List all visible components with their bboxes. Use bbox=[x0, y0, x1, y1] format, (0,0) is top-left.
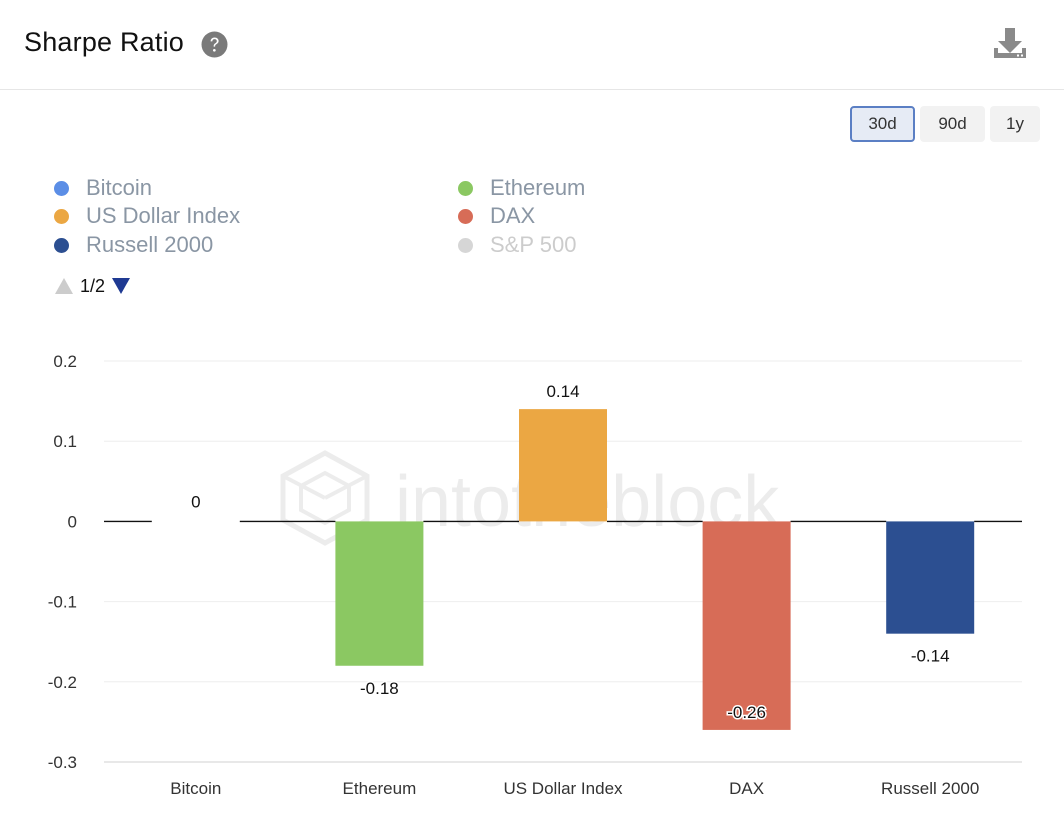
bar bbox=[702, 521, 791, 730]
y-tick-label: 0.2 bbox=[53, 352, 77, 371]
y-tick-label: 0 bbox=[68, 512, 77, 531]
page-title: Sharpe Ratio bbox=[24, 27, 184, 57]
legend-marker bbox=[458, 237, 473, 253]
legend-label: Russell 2000 bbox=[86, 232, 214, 257]
legend-item-dax[interactable]: DAX bbox=[458, 202, 535, 230]
data-label: 0 bbox=[191, 492, 200, 511]
range-30d-button[interactable]: 30d bbox=[850, 106, 915, 142]
x-tick-label: Russell 2000 bbox=[881, 779, 979, 798]
y-tick-label: 0.1 bbox=[53, 432, 77, 451]
legend-label: DAX bbox=[490, 203, 536, 228]
bar bbox=[886, 521, 975, 634]
y-tick-label: -0.1 bbox=[48, 593, 77, 612]
data-label: -0.18 bbox=[360, 679, 399, 698]
question-circle-icon[interactable] bbox=[201, 31, 228, 58]
bar bbox=[335, 521, 424, 666]
legend-marker bbox=[458, 208, 473, 224]
legend-marker bbox=[54, 237, 69, 253]
data-label: -0.26 bbox=[727, 703, 766, 722]
legend-marker bbox=[54, 180, 69, 196]
y-tick-label: -0.3 bbox=[48, 753, 77, 772]
legend-item-ethereum[interactable]: Ethereum bbox=[458, 174, 585, 202]
x-tick-label: Bitcoin bbox=[170, 779, 221, 798]
legend-label: Ethereum bbox=[490, 175, 586, 200]
legend-marker bbox=[54, 208, 69, 224]
legend-label: Bitcoin bbox=[86, 175, 153, 200]
x-tick-label: US Dollar Index bbox=[503, 779, 623, 798]
legend-label: US Dollar Index bbox=[86, 203, 241, 228]
triangle-down-icon[interactable] bbox=[111, 277, 131, 295]
download-icon[interactable] bbox=[990, 24, 1030, 62]
triangle-up-icon[interactable] bbox=[54, 277, 74, 295]
legend-page-indicator: 1/2 bbox=[80, 275, 106, 296]
x-tick-label: Ethereum bbox=[343, 779, 417, 798]
y-tick-label: -0.2 bbox=[48, 673, 77, 692]
data-label: -0.14 bbox=[911, 647, 950, 666]
legend-label: S&P 500 bbox=[490, 232, 577, 257]
range-90d-button[interactable]: 90d bbox=[920, 106, 985, 142]
legend-pager: 1/2 bbox=[54, 273, 131, 299]
legend-item-us-dollar-index[interactable]: US Dollar Index bbox=[54, 202, 240, 230]
legend-item-bitcoin[interactable]: Bitcoin bbox=[54, 174, 152, 202]
range-1y-button[interactable]: 1y bbox=[990, 106, 1040, 142]
bar bbox=[519, 409, 607, 522]
data-label: 0.14 bbox=[546, 382, 579, 401]
legend-item-russell-2000[interactable]: Russell 2000 bbox=[54, 231, 213, 259]
legend-item-sp-500[interactable]: S&P 500 bbox=[458, 231, 576, 259]
chart-header: Sharpe Ratio bbox=[0, 0, 1064, 90]
x-tick-label: DAX bbox=[729, 779, 764, 798]
legend-marker bbox=[458, 180, 473, 196]
